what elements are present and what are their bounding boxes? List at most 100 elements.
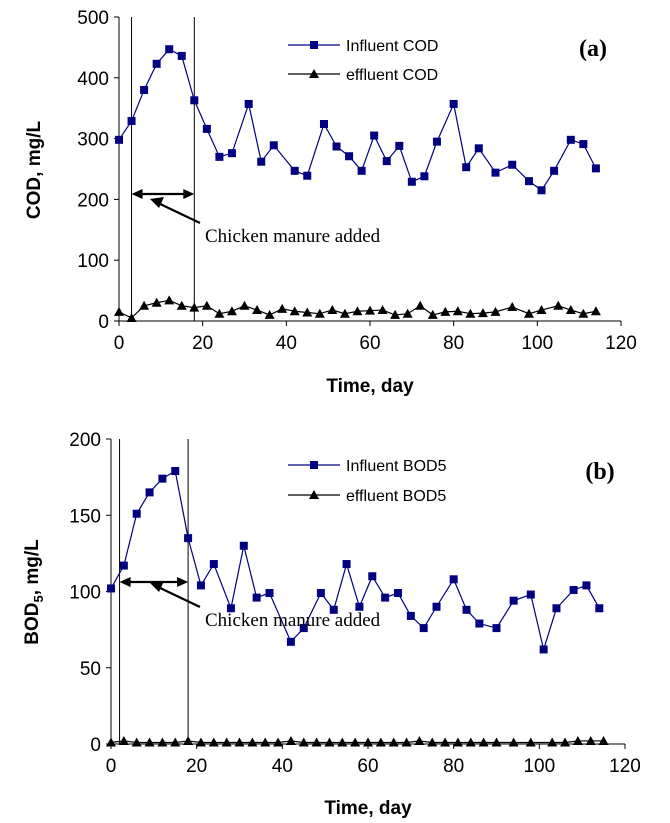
data-point-influent [492,624,501,633]
data-point-effluent [164,295,175,305]
data-point-effluent [314,308,325,318]
data-point-effluent [508,737,519,747]
data-point-influent [145,488,154,497]
data-point-effluent [131,737,142,747]
data-point-influent [202,124,211,133]
range-arrow-head-left [119,577,131,587]
vertical-markers [118,17,195,321]
annotation-arrowhead [150,197,164,208]
legend-label-influent: Influent BOD5 [346,458,447,475]
y-tick-label: 100 [69,583,101,604]
x-tick-label: 120 [609,756,641,777]
data-point-influent [475,619,484,628]
range-arrow-head-right [183,189,195,199]
legend-label-effluent: effluent COD [346,67,438,84]
series-points [106,467,609,747]
y-tick-label: 150 [69,506,101,527]
data-point-influent [526,590,535,599]
data-point-effluent [547,737,558,747]
data-point-influent [152,59,161,68]
data-point-effluent [350,737,361,747]
data-point-influent [419,624,428,633]
data-point-influent [552,604,561,613]
data-point-effluent [427,309,438,319]
data-point-effluent [339,308,350,318]
annotation-arrow-line [157,202,201,224]
data-point-influent [345,152,354,161]
data-point-influent [595,604,604,613]
series-points [114,45,601,322]
data-point-effluent [390,309,401,319]
legend-label-effluent: effluent BOD5 [346,488,446,505]
data-point-effluent [465,737,476,747]
panel-a: 0 20 40 60 80 100 120 0 100 200 300 400 500 Influen… [24,8,637,397]
legend: Influent BOD5 effluent BOD5 [288,458,447,505]
data-point-influent [524,177,533,186]
y-tick-label: 0 [98,312,109,333]
data-point-influent [158,474,167,483]
data-point-effluent [560,737,571,747]
x-tick-label: 80 [443,756,464,777]
data-point-effluent [427,737,438,747]
y-tick-label: 200 [69,430,101,451]
data-point-effluent [465,308,476,318]
data-point-effluent [195,737,206,747]
x-tick-label: 0 [106,756,117,777]
x-tick-label: 40 [276,333,297,354]
data-point-influent [299,624,308,633]
data-point-effluent [106,737,116,747]
data-point-effluent [226,306,237,316]
data-point-effluent [477,308,488,318]
data-point-effluent [402,308,413,318]
panel-label: (a) [579,36,607,62]
data-point-effluent [327,305,338,315]
y-tick-label: 400 [77,69,109,90]
data-point-effluent [525,737,536,747]
data-point-effluent [214,308,225,318]
data-point-influent [244,99,253,108]
data-point-effluent [183,735,194,745]
data-point-effluent [289,306,300,316]
data-point-influent [177,51,186,60]
data-point-effluent [536,305,547,315]
data-point-effluent [311,737,322,747]
range-arrow-head-left [131,189,143,199]
data-point-influent [227,149,236,158]
data-point-effluent [157,737,168,747]
y-axis-title-unit: , mg/L [22,539,43,595]
data-point-influent [368,572,377,581]
data-point-effluent [572,735,583,745]
data-point-influent [579,140,588,149]
data-point-effluent [388,737,399,747]
data-point-effluent [114,306,124,316]
data-point-influent [226,604,235,613]
x-axis-title: Time, day [326,376,414,397]
data-point-effluent [553,300,564,310]
data-point-effluent [363,737,373,747]
data-point-effluent [247,737,258,747]
data-point-effluent [273,737,284,747]
data-point-influent [132,509,141,518]
data-point-effluent [337,737,348,747]
data-point-effluent [585,735,596,745]
x-tick-label: 0 [114,333,125,354]
data-point-influent [432,137,441,146]
data-point-influent [474,144,483,153]
y-ticks: 0 100 200 300 400 500 [77,8,119,333]
data-point-influent [209,560,218,569]
data-point-effluent [302,307,313,317]
data-point-effluent [208,737,219,747]
data-point-influent [432,602,441,611]
data-point-effluent [285,735,296,745]
data-point-effluent [151,297,162,307]
data-point-influent [290,166,299,175]
x-tick-label: 20 [192,333,213,354]
data-point-influent [319,120,328,129]
data-point-effluent [377,305,388,315]
data-point-effluent [401,737,412,747]
y-tick-label: 500 [77,8,109,29]
data-point-effluent [144,737,155,747]
data-point-influent [539,645,548,654]
data-point-influent [393,589,402,598]
data-point-influent [449,99,458,108]
